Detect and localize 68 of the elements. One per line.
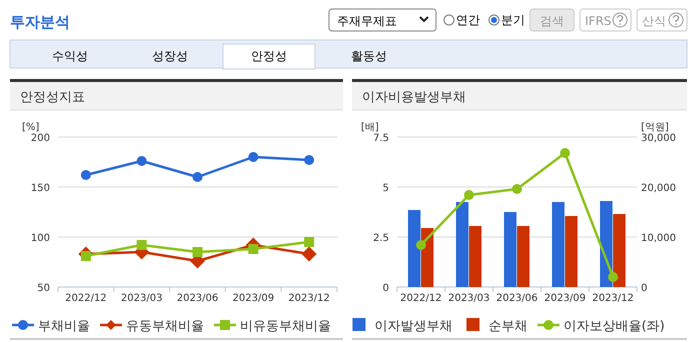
legend-label: 이자발생부채 <box>374 319 452 334</box>
text: 산식 <box>642 14 666 28</box>
bar <box>456 202 468 287</box>
point <box>302 246 317 262</box>
x-tick-label: 2023/12 <box>288 293 330 304</box>
text: 분기 <box>501 13 525 27</box>
y-axis-title: [배] <box>361 122 379 133</box>
text: 성장성 <box>152 49 188 63</box>
bar <box>552 202 564 287</box>
point <box>416 240 426 250</box>
point <box>304 155 314 165</box>
point <box>248 244 258 254</box>
x-tick-label: 2023/09 <box>232 293 274 304</box>
bar <box>504 212 516 287</box>
bar <box>469 226 482 287</box>
x-tick-label: 2023/06 <box>496 293 538 304</box>
bar <box>613 214 626 287</box>
point <box>560 148 570 158</box>
bar <box>517 226 530 287</box>
x-tick-label: 2023/09 <box>544 293 586 304</box>
point <box>608 272 618 282</box>
bar <box>565 216 578 287</box>
text: 검색 <box>540 14 564 28</box>
text: 연간 <box>456 13 480 27</box>
y2-tick-label: 20,000 <box>641 183 676 194</box>
text: 활동성 <box>351 49 387 63</box>
point <box>80 170 91 180</box>
bar <box>408 210 420 287</box>
y-tick-label: 0 <box>382 283 389 294</box>
legend-label: 부채비율 <box>38 319 90 334</box>
text: 수익성 <box>52 49 88 63</box>
point <box>136 156 147 166</box>
x-tick-label: 2023/03 <box>120 293 162 304</box>
x-tick-label: 2022/12 <box>400 293 442 304</box>
legend-label: 유동부채비율 <box>126 319 204 334</box>
y2-tick-label: 30,000 <box>641 133 676 144</box>
y-tick-label: 200 <box>30 133 50 144</box>
bar <box>421 228 434 287</box>
x-tick-label: 2023/03 <box>448 293 490 304</box>
point <box>512 184 522 194</box>
x-tick-label: 2023/06 <box>176 293 218 304</box>
legend-label: 순부채 <box>488 319 528 334</box>
point <box>192 247 202 257</box>
x-tick-label: 2022/12 <box>65 293 107 304</box>
chart-title: 안정성지표 <box>20 90 85 105</box>
point <box>136 240 147 250</box>
point <box>464 190 474 200</box>
text: IFRS <box>585 14 612 28</box>
y-tick-label: 150 <box>30 183 50 194</box>
point <box>192 172 202 182</box>
y-tick-label: 7.5 <box>373 133 389 144</box>
point <box>248 152 258 162</box>
legend-label: 이자보상배율(좌) <box>564 319 665 334</box>
text: 안정성 <box>251 49 287 63</box>
point <box>304 237 314 247</box>
y2-axis-title: [억원] <box>641 122 669 133</box>
y2-tick-label: 0 <box>641 283 648 294</box>
x-tick-label: 2023/12 <box>592 293 634 304</box>
chart-title: 이자비용발생부채 <box>362 90 466 105</box>
text: 주재무제표 <box>337 14 397 28</box>
legend-label: 비유동부채비율 <box>240 319 331 334</box>
y2-tick-label: 10,000 <box>641 233 676 244</box>
text: 투자분석 <box>10 13 70 31</box>
y-axis-title: [%] <box>22 122 40 133</box>
y-tick-label: 2.5 <box>373 233 389 244</box>
y-tick-label: 100 <box>30 233 50 244</box>
y-tick-label: 50 <box>37 283 50 294</box>
y-tick-label: 5 <box>382 183 389 194</box>
